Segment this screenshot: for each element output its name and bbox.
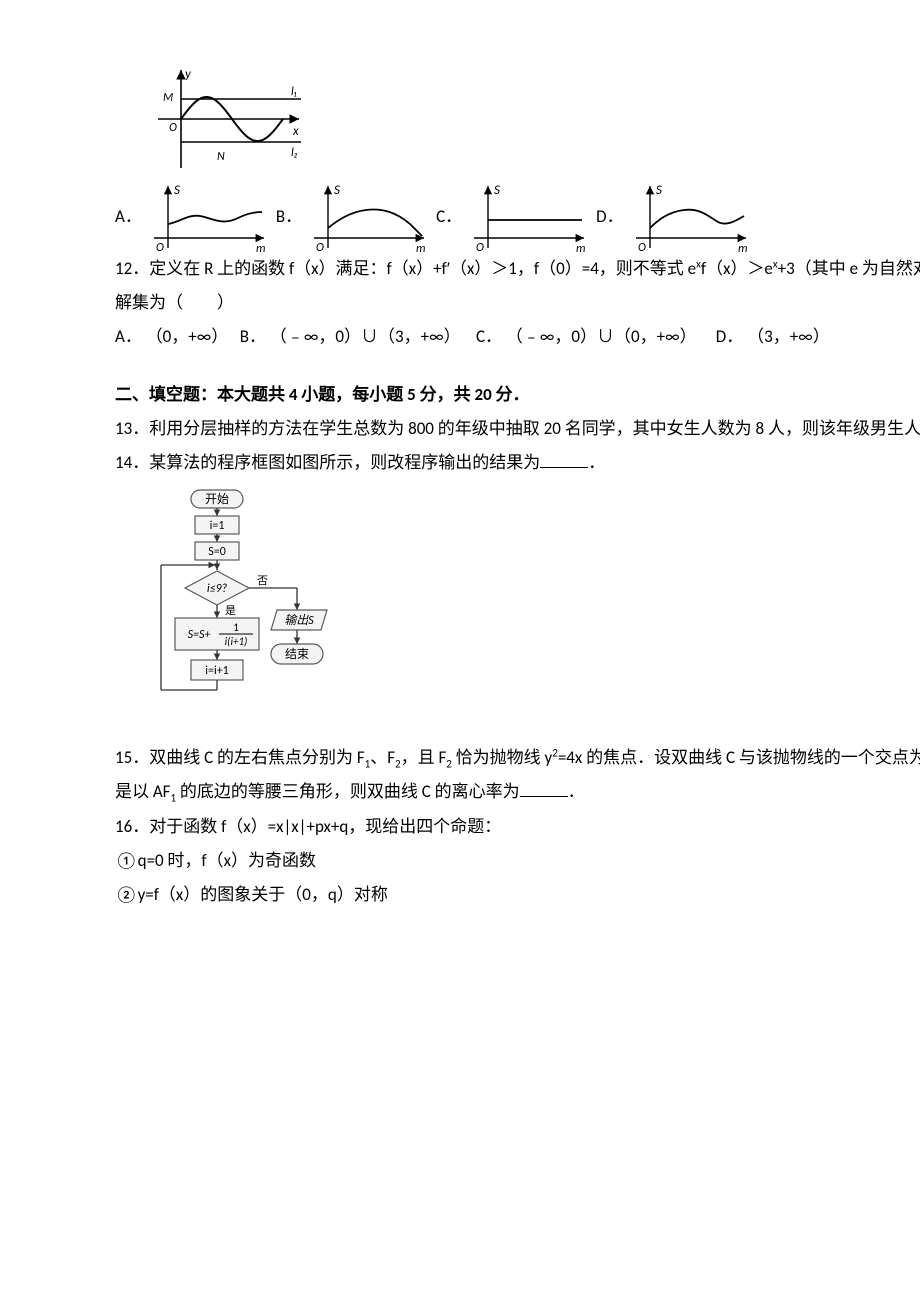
q16-l2: ②y=f（x）的图象关于（0，q）对称 — [115, 878, 920, 912]
svg-text:m: m — [738, 242, 748, 252]
q15-t5: =4x 的焦点．设双曲线 C 与该抛物线的一个交点为 A，若△AF — [558, 747, 920, 768]
svg-text:是: 是 — [225, 604, 236, 617]
q15-prefix: 15． — [115, 747, 149, 768]
svg-text:O: O — [316, 241, 324, 252]
q15-blank — [520, 781, 568, 797]
svg-text:m: m — [576, 242, 586, 252]
q14-text: 某算法的程序框图如图所示，则改程序输出的结果为 — [149, 452, 540, 473]
svg-text:i≤9?: i≤9? — [207, 582, 228, 596]
q12-prefix: 12． — [115, 258, 149, 279]
q11-figure: y x O M Nl₁ l₂ — [153, 64, 920, 174]
q12-A: （0，+∞） — [146, 326, 229, 347]
sine-tangent-graph: y x O M Nl₁ l₂ — [153, 64, 303, 174]
opt-D-chart: Sm O — [632, 182, 750, 252]
opt-B-chart: Sm O — [310, 182, 428, 252]
svg-text:N: N — [217, 150, 225, 164]
opt-B-label: B． — [276, 200, 302, 252]
svg-text:S: S — [174, 183, 180, 198]
q12-C: （﹣∞，0）∪（0，+∞） — [506, 326, 697, 347]
svg-text:S: S — [334, 183, 340, 198]
q12-B: （﹣∞，0）∪（3，+∞） — [270, 326, 461, 347]
q16-text: 对于函数 f（x）=x|x|+px+q，现给出四个命题： — [149, 816, 501, 837]
q15-t3: ，且 F — [401, 747, 447, 768]
q12-opts-line1: A． （0，+∞） B． （﹣∞，0）∪（3，+∞） C． （﹣∞，0）∪（0，… — [115, 320, 920, 354]
svg-text:i(i+1): i(i+1) — [225, 635, 248, 648]
q11-options: A． Sm O B． Sm O C． Sm O D． Sm O — [115, 182, 920, 252]
flowchart: 开始 i=1 S=0 i≤9? 是 S=S+ 1i(i+1) i=i+1 否输出S 结束 — [147, 486, 920, 731]
svg-text:m: m — [416, 242, 426, 252]
q15-t1: 双曲线 C 的左右焦点分别为 F — [149, 747, 364, 768]
q12-D: （3，+∞） — [747, 326, 830, 347]
svg-text:否: 否 — [257, 574, 268, 587]
q12-text-a: 定义在 R 上的函数 f（x）满足：f（x）+f′（x）＞1，f（0）=4，则不… — [149, 258, 696, 279]
svg-text:1: 1 — [233, 621, 239, 634]
opt-D-label: D． — [596, 200, 623, 252]
q14-suffix: ． — [588, 452, 605, 473]
svg-text:S: S — [656, 183, 662, 198]
opt-C-chart: Sm O — [470, 182, 588, 252]
q12-text-a2: f（x）＞e — [701, 258, 773, 279]
section2-heading: 二、填空题：本大题共 4 小题，每小题 5 分，共 20 分． — [115, 378, 920, 412]
q15-t2: 、F — [370, 747, 395, 768]
opt-A-label: A． — [115, 200, 142, 252]
svg-text:O: O — [169, 121, 177, 135]
q15-t8: 的底边的等腰三角形，则双曲线 C 的离心率为 — [176, 781, 520, 802]
q15-t7: 是以 AF — [115, 781, 171, 802]
q15-t4: 恰为抛物线 y — [452, 747, 552, 768]
svg-text:x: x — [292, 124, 299, 139]
svg-text:O: O — [638, 241, 646, 252]
svg-text:l₁: l₁ — [291, 85, 297, 99]
svg-text:输出S: 输出S — [284, 613, 314, 628]
svg-text:m: m — [256, 242, 266, 252]
svg-text:i=1: i=1 — [210, 519, 225, 533]
q16: 16．对于函数 f（x）=x|x|+px+q，现给出四个命题： — [115, 810, 920, 844]
svg-text:O: O — [156, 241, 164, 252]
opt-A-chart: Sm O — [150, 182, 268, 252]
svg-text:开始: 开始 — [205, 492, 229, 507]
q12: 12．定义在 R 上的函数 f（x）满足：f（x）+f′（x）＞1，f（0）=4… — [115, 252, 920, 320]
q13-prefix: 13． — [115, 418, 149, 439]
svg-text:i=i+1: i=i+1 — [205, 664, 229, 678]
q14: 14．某算法的程序框图如图所示，则改程序输出的结果为 ． — [115, 446, 920, 480]
q15: 15．双曲线 C 的左右焦点分别为 F1、F2，且 F2 恰为抛物线 y2=4x… — [115, 741, 920, 810]
q16-prefix: 16． — [115, 816, 149, 837]
opt-C-label: C． — [436, 200, 462, 252]
q13: 13．利用分层抽样的方法在学生总数为 800 的年级中抽取 20 名同学，其中女… — [115, 412, 920, 446]
svg-text:M: M — [163, 91, 173, 105]
svg-text:l₂: l₂ — [291, 146, 298, 160]
svg-text:S: S — [494, 183, 500, 198]
svg-text:O: O — [476, 241, 484, 252]
q13-text: 利用分层抽样的方法在学生总数为 800 的年级中抽取 20 名同学，其中女生人数… — [149, 418, 920, 439]
svg-text:结束: 结束 — [285, 647, 309, 662]
svg-text:y: y — [185, 67, 192, 82]
spacer — [115, 354, 920, 378]
q14-blank — [540, 452, 588, 468]
q14-prefix: 14． — [115, 452, 149, 473]
svg-text:S=S+: S=S+ — [188, 628, 211, 642]
svg-text:S=0: S=0 — [208, 545, 226, 559]
q15-suffix: ． — [568, 781, 585, 802]
flowchart-svg: 开始 i=1 S=0 i≤9? 是 S=S+ 1i(i+1) i=i+1 否输出S 结束 — [147, 486, 347, 731]
q16-l1: ①q=0 时，f（x）为奇函数 — [115, 844, 920, 878]
